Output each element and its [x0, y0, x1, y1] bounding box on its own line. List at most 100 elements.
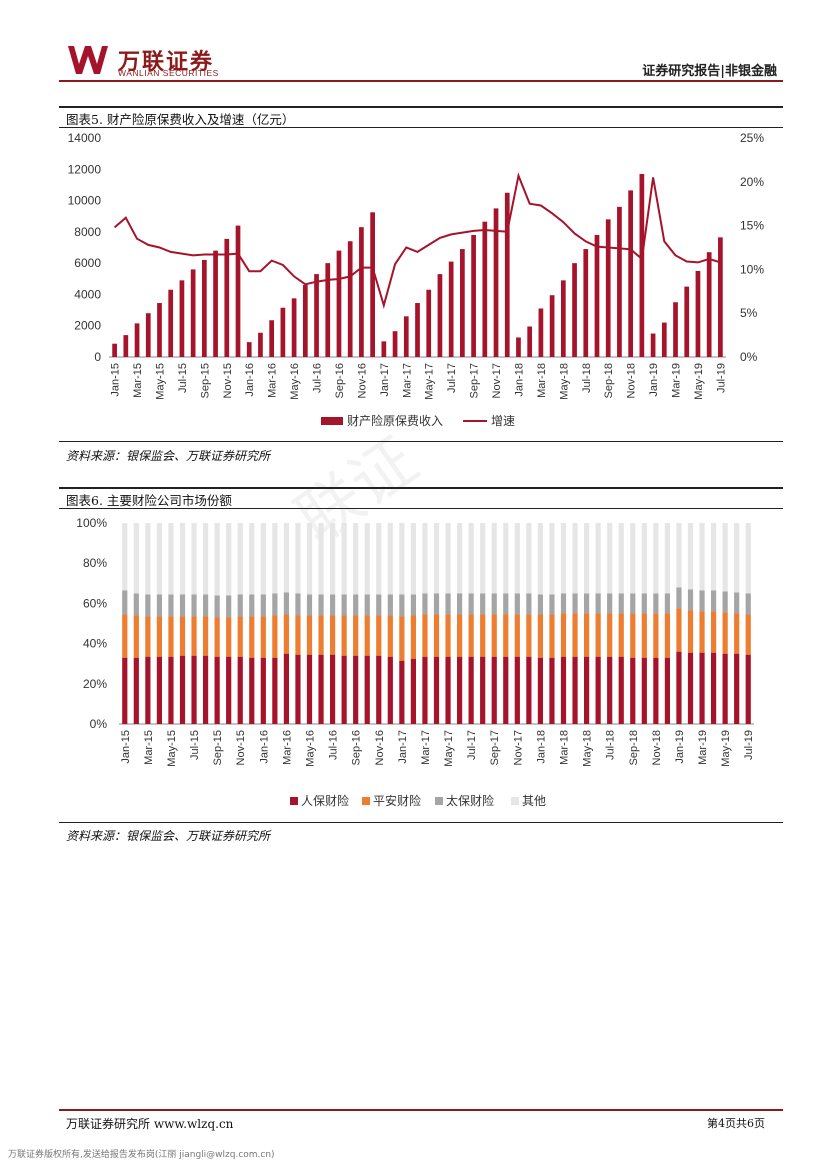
share-segment-2 [630, 593, 636, 614]
premium-bar [235, 225, 241, 357]
share-segment-3 [583, 523, 590, 594]
premium-bar [246, 342, 252, 357]
share-segment-2 [202, 594, 209, 617]
y2-tick-label: 20% [740, 175, 764, 189]
share-segment-1 [237, 616, 243, 657]
premium-bar [560, 280, 566, 357]
share-segment-0 [445, 656, 451, 724]
share-segment-2 [341, 594, 347, 616]
x-tick-label: Jan-19 [648, 363, 660, 397]
x-tick-label: Jan-16 [244, 363, 256, 397]
share-segment-0 [722, 653, 728, 724]
x-tick-label: Jul-18 [581, 363, 593, 393]
x-tick-label: Jan-18 [513, 363, 525, 397]
share-segment-1 [468, 614, 474, 657]
premium-bar [302, 285, 308, 357]
share-segment-2 [641, 593, 647, 614]
share-segment-3 [202, 523, 209, 595]
fig6-bottom-rule [59, 822, 783, 823]
y-tick-label: 80% [83, 556, 107, 570]
premium-bar [325, 263, 331, 357]
copyright-note: 万联证券版权所有,发送给报告发布岗(江丽 jiangli@wlzq.com.cn… [8, 1150, 275, 1160]
share-segment-3 [653, 523, 659, 594]
premium-bar [179, 280, 185, 357]
share-segment-3 [618, 523, 624, 594]
x-tick-label: Jan-15 [110, 363, 122, 397]
share-segment-0 [595, 656, 601, 724]
share-segment-0 [745, 654, 751, 724]
share-segment-1 [353, 615, 359, 656]
share-segment-1 [399, 616, 405, 661]
x-tick-label: Nov-17 [512, 730, 524, 765]
share-segment-2 [560, 593, 567, 614]
legend-swatch [290, 797, 298, 805]
legend-label: 人保财险 [301, 793, 349, 808]
share-segment-1 [191, 616, 197, 656]
share-segment-3 [630, 523, 636, 594]
share-segment-2 [133, 593, 139, 616]
premium-bar [650, 333, 656, 357]
share-segment-0 [491, 656, 497, 724]
x-tick-label: Nov-17 [491, 363, 503, 398]
share-segment-0 [514, 656, 520, 724]
share-segment-1 [687, 610, 694, 653]
share-segment-3 [191, 523, 197, 595]
share-segment-2 [122, 590, 128, 615]
x-tick-label: May-19 [720, 730, 732, 767]
y-tick-label: 10000 [68, 194, 102, 208]
y2-tick-label: 10% [740, 262, 764, 276]
premium-bar [706, 252, 712, 357]
share-segment-2 [237, 594, 243, 617]
premium-bar [460, 249, 465, 357]
share-segment-2 [526, 593, 532, 615]
share-segment-1 [214, 617, 220, 657]
share-segment-3 [353, 523, 359, 595]
premium-bar [448, 261, 454, 357]
legend-bar-swatch [321, 417, 343, 425]
share-segment-0 [214, 656, 220, 724]
share-segment-0 [179, 655, 186, 724]
premium-bar [381, 341, 387, 357]
x-tick-label: Jan-15 [120, 730, 132, 764]
share-segment-0 [560, 656, 567, 724]
share-segment-0 [168, 656, 174, 724]
premium-bar [190, 269, 196, 357]
share-segment-1 [514, 614, 520, 657]
premium-bar [583, 249, 589, 357]
share-segment-0 [202, 655, 209, 724]
share-segment-2 [734, 592, 740, 614]
share-segment-0 [283, 653, 290, 724]
share-segment-3 [514, 523, 520, 594]
share-segment-0 [734, 653, 740, 724]
share-segment-3 [156, 523, 163, 595]
x-tick-label: Sep-15 [212, 730, 224, 765]
share-segment-3 [422, 523, 428, 594]
x-tick-label: Mar-16 [267, 363, 279, 398]
x-tick-label: Sep-18 [603, 363, 615, 398]
share-segment-2 [387, 594, 393, 616]
share-segment-1 [329, 615, 336, 655]
share-segment-1 [491, 614, 497, 657]
share-segment-1 [664, 613, 671, 658]
x-tick-label: Mar-19 [697, 730, 709, 765]
x-tick-label: Sep-17 [489, 730, 501, 765]
premium-income-chart: 0 2000 4000 6000 8000 10000 12000 14000 0% 5% 10% 1… [68, 131, 765, 428]
share-segment-3 [745, 523, 751, 594]
share-segment-0 [364, 655, 370, 724]
premium-bar [493, 208, 499, 357]
premium-bar [516, 337, 521, 357]
share-segment-1 [376, 615, 382, 656]
premium-bar [314, 274, 319, 357]
share-segment-2 [503, 593, 509, 615]
share-segment-1 [341, 615, 347, 656]
x-tick-label: Jul-16 [312, 363, 324, 393]
share-segment-2 [699, 590, 705, 612]
x-tick-label: Jul-18 [605, 730, 617, 760]
x-tick-label: Sep-16 [351, 730, 363, 765]
share-segment-0 [537, 657, 544, 724]
x-tick-label: Mar-17 [420, 730, 432, 765]
share-segment-2 [480, 593, 486, 615]
share-segment-0 [641, 657, 647, 724]
share-segment-3 [410, 523, 417, 595]
share-segment-3 [468, 523, 474, 594]
